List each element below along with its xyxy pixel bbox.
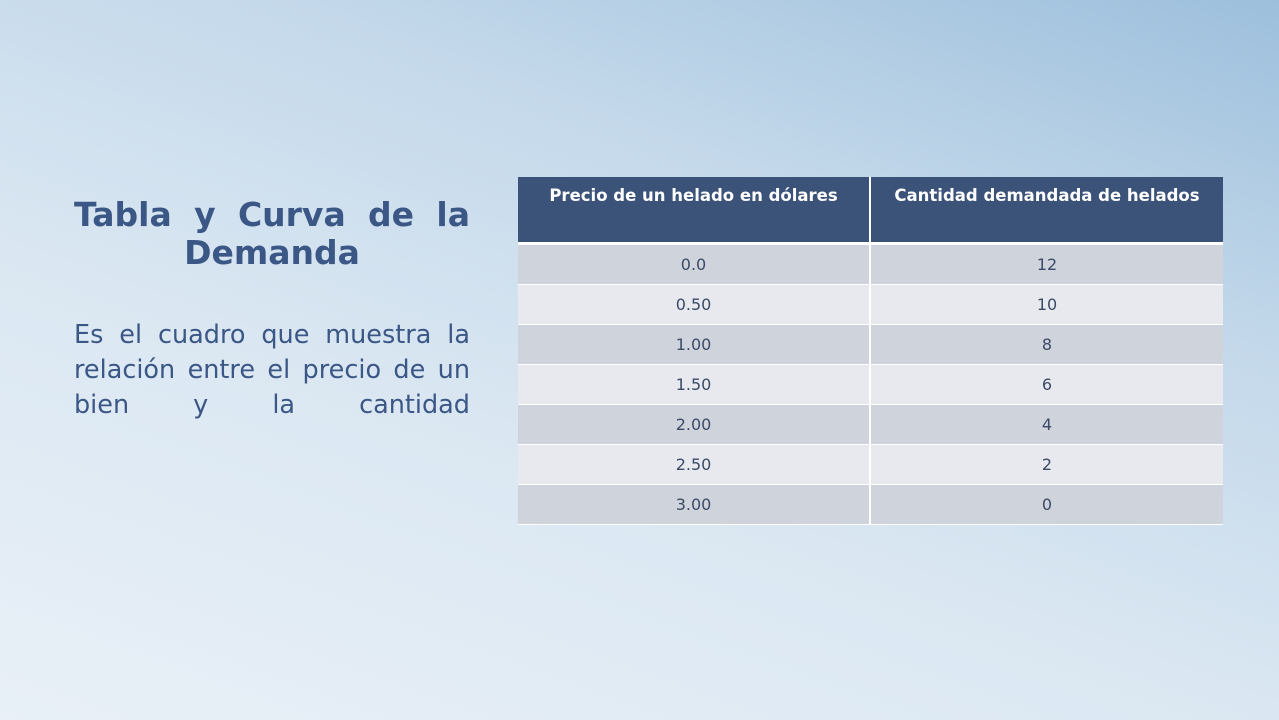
quantity-cell: 4	[870, 404, 1223, 445]
header-price: Precio de un helado en dólares	[518, 177, 871, 245]
table-row: 1.50 6	[518, 364, 1223, 405]
quantity-cell: 2	[870, 444, 1223, 485]
price-cell: 1.00	[518, 324, 871, 365]
header-quantity: Cantidad demandada de helados	[870, 177, 1223, 245]
slide-title: Tabla y Curva de la Demanda	[74, 195, 470, 272]
table-row: 3.00 0	[518, 484, 1223, 525]
price-cell: 0.50	[518, 284, 871, 325]
price-cell: 1.50	[518, 364, 871, 405]
slide-body-text: Es el cuadro que muestra la relación ent…	[74, 320, 470, 420]
table-row: 0.50 10	[518, 284, 1223, 325]
quantity-cell: 10	[870, 284, 1223, 325]
demand-table: Precio de un helado en dólares Cantidad …	[518, 177, 1223, 525]
table-header-row: Precio de un helado en dólares Cantidad …	[518, 177, 1223, 245]
quantity-cell: 0	[870, 484, 1223, 525]
quantity-cell: 6	[870, 364, 1223, 405]
table-row: 1.00 8	[518, 324, 1223, 365]
price-cell: 3.00	[518, 484, 871, 525]
table-row: 2.50 2	[518, 444, 1223, 485]
price-cell: 2.50	[518, 444, 871, 485]
table-row: 2.00 4	[518, 404, 1223, 445]
price-cell: 2.00	[518, 404, 871, 445]
table-row: 0.0 12	[518, 243, 1223, 285]
quantity-cell: 12	[870, 243, 1223, 285]
quantity-cell: 8	[870, 324, 1223, 365]
price-cell: 0.0	[518, 243, 871, 285]
